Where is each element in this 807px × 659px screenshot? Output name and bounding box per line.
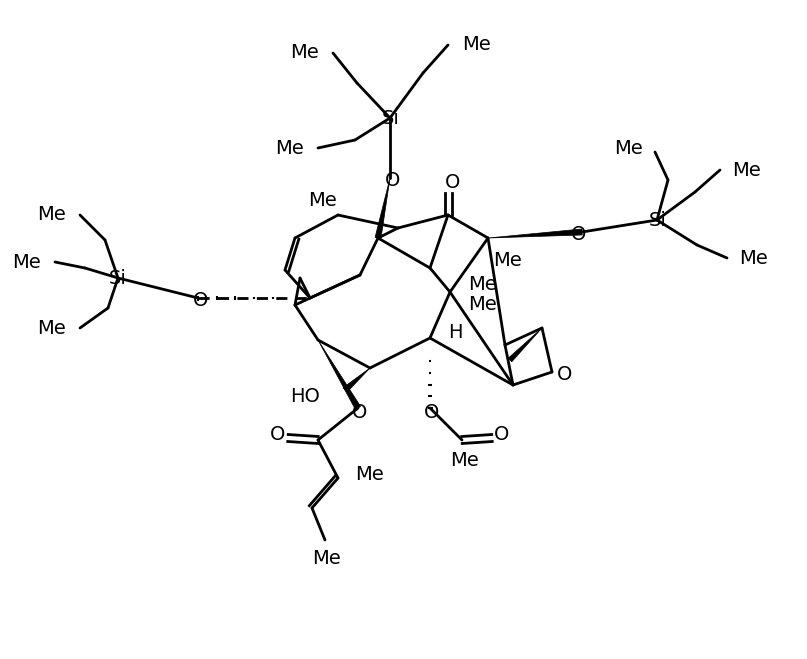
Text: Me: Me — [739, 248, 767, 268]
Text: Me: Me — [308, 190, 337, 210]
Text: O: O — [558, 364, 573, 384]
Text: O: O — [270, 426, 286, 445]
Text: Si: Si — [109, 268, 127, 287]
Polygon shape — [318, 340, 361, 409]
Text: O: O — [424, 403, 440, 422]
Polygon shape — [508, 328, 542, 362]
Text: Me: Me — [614, 140, 643, 159]
Text: O: O — [445, 173, 461, 192]
Text: Me: Me — [732, 161, 761, 179]
Text: Me: Me — [468, 295, 497, 314]
Polygon shape — [375, 178, 390, 239]
Text: Me: Me — [37, 206, 66, 225]
Text: Si: Si — [382, 109, 400, 127]
Text: O: O — [495, 426, 510, 445]
Polygon shape — [343, 368, 370, 392]
Text: Si: Si — [649, 210, 667, 229]
Text: Me: Me — [312, 548, 341, 567]
Text: H: H — [448, 324, 462, 343]
Text: Me: Me — [493, 250, 522, 270]
Text: O: O — [385, 171, 401, 190]
Text: Me: Me — [275, 138, 304, 158]
Text: Me: Me — [462, 36, 491, 55]
Text: O: O — [194, 291, 209, 310]
Text: Me: Me — [468, 275, 497, 293]
Text: O: O — [571, 225, 587, 243]
Text: Me: Me — [12, 252, 41, 272]
Polygon shape — [488, 229, 582, 238]
Text: HO: HO — [291, 386, 320, 405]
Text: Me: Me — [291, 43, 319, 63]
Text: Me: Me — [355, 465, 384, 484]
Text: Me: Me — [37, 318, 66, 337]
Text: O: O — [353, 403, 368, 422]
Text: Me: Me — [449, 451, 479, 469]
